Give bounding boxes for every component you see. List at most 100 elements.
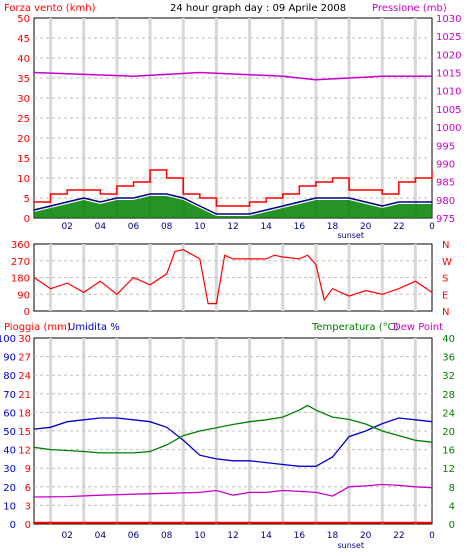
wind-tick-label: 35 — [17, 74, 30, 85]
wind-tick-label: 15 — [17, 154, 30, 165]
temperature-tick-label: 0 — [449, 520, 455, 531]
temperature-tick-label: 16 — [442, 446, 455, 457]
hour-tick-label: 10 — [194, 531, 206, 541]
temperature-series — [33, 404, 433, 454]
hour-tick-label: 16 — [294, 222, 306, 232]
direction-tick-label: 360 — [11, 240, 30, 251]
rain-tick-label: 24 — [18, 371, 31, 382]
hour-tick-label: 06 — [128, 222, 140, 232]
rain-tick-label: 12 — [18, 446, 31, 457]
humidity-axis-label: Umidita % — [68, 322, 120, 333]
wind-tick-label: 50 — [17, 14, 30, 25]
humidity-tick-label: 30 — [3, 464, 16, 475]
wind-tick-label: 0 — [24, 214, 30, 225]
pressure-tick-label: 1020 — [436, 50, 461, 61]
pressure-series — [33, 71, 432, 81]
rain-axis-label: Pioggia (mm) — [4, 322, 71, 333]
hour-tick-label: 18 — [327, 222, 339, 232]
hour-tick-label: 02 — [61, 222, 72, 232]
temperature-tick-label: 40 — [442, 334, 455, 345]
hour-tick-label: 14 — [260, 531, 272, 541]
temperature-tick-label: 20 — [442, 427, 455, 438]
humidity-tick-label: 20 — [3, 483, 16, 494]
hour-tick-label: 0 — [429, 531, 435, 541]
wind-axis-label: Forza vento (kmh) — [4, 3, 96, 14]
compass-label: S — [442, 274, 448, 285]
rain-tick-label: 30 — [18, 334, 31, 345]
sunset-label: sunset — [337, 231, 364, 240]
wind-tick-label: 25 — [17, 114, 30, 125]
rain-tick-label: 6 — [25, 483, 31, 494]
pressure-tick-label: 980 — [436, 196, 455, 207]
rain-tick-label: 0 — [25, 520, 31, 531]
humidity-tick-label: 60 — [3, 408, 16, 419]
compass-label: W — [442, 257, 452, 268]
hour-tick-label: 18 — [327, 531, 339, 541]
hour-tick-label: 22 — [393, 222, 404, 232]
rain-tick-label: 3 — [25, 501, 31, 512]
hour-tick-label: 20 — [360, 531, 372, 541]
direction-tick-label: 180 — [11, 274, 30, 285]
compass-label: N — [442, 307, 449, 318]
pressure-tick-label: 1025 — [436, 32, 461, 43]
wind-tick-label: 45 — [17, 34, 30, 45]
humidity-tick-label: 0 — [10, 520, 16, 531]
wind-tick-label: 40 — [17, 54, 30, 65]
temperature-axis-label: Temperatura (°C) — [311, 322, 399, 333]
pressure-tick-label: 975 — [436, 214, 455, 225]
chart-title: 24 hour graph day : 09 Aprile 2008 — [170, 3, 346, 14]
humidity-tick-label: 70 — [3, 390, 16, 401]
rain-tick-label: 18 — [18, 408, 31, 419]
rain-tick-label: 15 — [18, 427, 31, 438]
wind-tick-label: 5 — [24, 194, 30, 205]
humidity-tick-label: 50 — [3, 427, 16, 438]
direction-tick-label: 90 — [17, 290, 30, 301]
hour-tick-label: 06 — [128, 531, 140, 541]
humidity-tick-label: 40 — [3, 446, 16, 457]
wind-tick-label: 20 — [17, 134, 30, 145]
wind-green-fill — [34, 196, 432, 218]
hour-tick-label: 08 — [161, 531, 173, 541]
humidity-tick-label: 100 — [0, 334, 16, 345]
temperature-tick-label: 28 — [442, 390, 455, 401]
dewpoint-series — [33, 483, 433, 498]
humidity-temperature-panel: 0102030405060708090100036912151821242730… — [0, 334, 455, 550]
humidity-tick-label: 10 — [3, 501, 16, 512]
temperature-tick-label: 32 — [442, 371, 455, 382]
pressure-tick-label: 1000 — [436, 123, 461, 134]
rain-tick-label: 9 — [25, 464, 31, 475]
rain-tick-label: 21 — [18, 390, 31, 401]
rain-tick-label: 27 — [18, 353, 31, 364]
compass-label: N — [442, 240, 449, 251]
direction-tick-label: 270 — [11, 257, 30, 268]
hour-tick-label: 16 — [294, 531, 306, 541]
hour-tick-label: 08 — [161, 222, 173, 232]
hour-tick-label: 14 — [260, 222, 272, 232]
hour-tick-label: 20 — [360, 222, 372, 232]
pressure-tick-label: 1030 — [436, 14, 461, 25]
humidity-tick-label: 80 — [3, 371, 16, 382]
avg-wind-series — [33, 193, 432, 215]
hour-tick-label: 04 — [95, 222, 107, 232]
humidity-series — [33, 417, 433, 467]
hour-tick-label: 10 — [194, 222, 206, 232]
direction-tick-label: 0 — [24, 307, 30, 318]
wind-tick-label: 30 — [17, 94, 30, 105]
pressure-tick-label: 995 — [436, 141, 455, 152]
temperature-tick-label: 4 — [449, 501, 455, 512]
wind-tick-label: 10 — [17, 174, 30, 185]
hour-tick-label: 04 — [95, 531, 107, 541]
temperature-tick-label: 36 — [442, 353, 455, 364]
temperature-tick-label: 12 — [442, 464, 455, 475]
pressure-axis-label: Pressione (mb) — [372, 3, 447, 14]
hour-tick-label: 22 — [393, 531, 404, 541]
temperature-tick-label: 24 — [442, 408, 455, 419]
wind-pressure-panel: 0510152025303540455097598098599099510001… — [17, 14, 461, 240]
humidity-tick-label: 90 — [3, 353, 16, 364]
hour-tick-label: 12 — [227, 531, 238, 541]
hour-tick-label: 0 — [429, 222, 435, 232]
pressure-tick-label: 985 — [436, 178, 455, 189]
compass-label: E — [442, 290, 448, 301]
